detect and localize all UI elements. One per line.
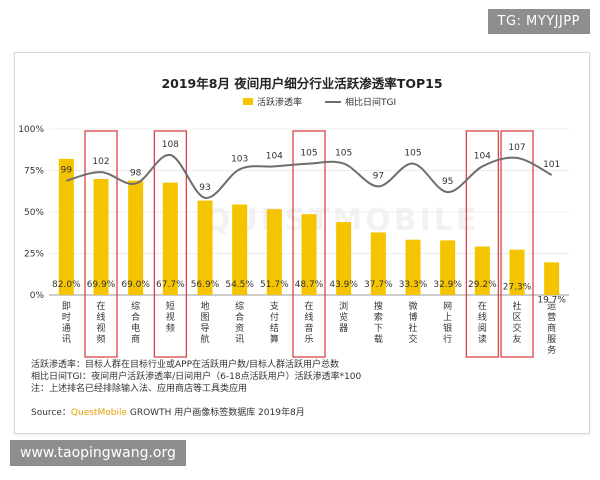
note-line: 活跃渗透率：目标人群在目标行业或APP在活跃用户数/目标人群活跃用户总数 (31, 360, 340, 370)
bar-data-label: 48.7% (295, 280, 324, 290)
legend-swatch-bar (243, 98, 253, 105)
tgi-data-label: 104 (266, 151, 283, 161)
tg-watermark: TG: MYYJJPP (487, 9, 590, 34)
note-line: 相比日间TGI：夜间用户活跃渗透率/日间用户（6-18点活跃用户）活跃渗透率*1… (31, 372, 362, 382)
tgi-data-label: 101 (543, 160, 560, 170)
bar-综合电商 (128, 180, 144, 295)
tgi-data-label: 102 (92, 157, 109, 167)
bar-运营商服务 (544, 262, 560, 295)
tgi-data-label: 105 (300, 149, 317, 159)
tgi-data-label: 99 (61, 166, 73, 176)
legend-label-bar: 活跃渗透率 (257, 96, 302, 108)
highlight-box-短视频 (153, 130, 187, 358)
x-tick-label: 在线视频 (96, 300, 105, 345)
tgi-data-label: 108 (162, 140, 179, 150)
x-tick-label: 支付结算 (270, 300, 279, 345)
x-tick-label: 综合电商 (131, 300, 140, 345)
x-tick-label: 地图导航 (200, 300, 209, 345)
bar-支付结算 (266, 209, 282, 295)
bar-data-label: 32.9% (433, 280, 462, 290)
y-tick-label: 25% (24, 250, 44, 260)
bar-data-label: 19.7% (537, 295, 566, 305)
site-watermark: www.taopingwang.org (10, 440, 186, 466)
tgi-data-label: 97 (373, 171, 384, 181)
bar-微博社交 (405, 239, 421, 295)
y-tick-label: 75% (24, 167, 44, 177)
bar-在线音乐 (301, 214, 317, 295)
note-line: 注：上述排名已经排除输入法、应用商店等工具类应用 (31, 384, 248, 394)
bar-data-label: 54.5% (225, 280, 254, 290)
tgi-data-label: 104 (474, 151, 491, 161)
x-tick-label: 搜索下载 (374, 300, 383, 345)
chart-title: 2019年8月 夜间用户细分行业活跃渗透率TOP15 (161, 76, 443, 91)
tgi-data-label: 105 (404, 149, 421, 159)
chart-notes: 活跃渗透率：目标人群在目标行业或APP在活跃用户数/目标人群活跃用户总数 相比日… (31, 359, 581, 395)
y-tick-label: 100% (18, 125, 44, 135)
highlight-box-在线视频 (84, 130, 118, 358)
tgi-line (66, 153, 553, 199)
bar-data-label: 33.3% (399, 280, 428, 290)
tgi-data-label: 103 (231, 154, 248, 164)
highlight-box-社区交友 (500, 130, 534, 358)
x-tick-label: 运营商服务 (547, 301, 556, 356)
x-tick-label: 社区交友 (512, 300, 521, 345)
x-tick-label: 微博社交 (408, 300, 417, 345)
legend-label-line: 相比日间TGI (345, 96, 396, 108)
chart-card: QUESTMOBILE 2019年8月 夜间用户细分行业活跃渗透率TOP15 活… (14, 52, 590, 434)
x-tick-label: 在线音乐 (304, 300, 313, 345)
chart-source: Source：QuestMobile GROWTH 用户画像标签数据库 2019… (31, 405, 305, 418)
tgi-data-label: 98 (130, 169, 142, 179)
x-tick-label: 综合资讯 (235, 300, 244, 345)
x-tick-label: 浏览器 (339, 300, 348, 334)
bar-即时通讯 (58, 158, 74, 295)
bar-在线视频 (93, 178, 109, 295)
source-prefix: Source： (31, 408, 71, 418)
bar-搜索下载 (370, 232, 386, 295)
bar-data-label: 69.9% (87, 280, 116, 290)
bar-在线阅读 (474, 246, 490, 295)
bar-data-label: 27.3% (503, 283, 532, 293)
x-tick-label: 短视频 (166, 300, 175, 334)
bar-data-label: 56.9% (191, 280, 220, 290)
bar-data-label: 37.7% (364, 280, 393, 290)
y-tick-label: 0% (30, 291, 45, 301)
bar-浏览器 (336, 222, 352, 295)
x-tick-label: 在线阅读 (478, 300, 487, 345)
tgi-data-label: 105 (335, 149, 352, 159)
bar-综合资讯 (232, 204, 248, 295)
highlight-box-在线音乐 (292, 130, 326, 358)
source-brand: QuestMobile (70, 408, 127, 418)
source-rest: GROWTH 用户画像标签数据库 2019年8月 (127, 408, 305, 418)
bar-data-label: 67.7% (156, 280, 185, 290)
tgi-data-label: 93 (199, 183, 210, 193)
bar-data-label: 29.2% (468, 280, 497, 290)
chart-svg: 活跃渗透率 相比日间TGI 0% 25% 50% 75% 100% 99 102 98 108 93 1… (18, 96, 569, 358)
bar-社区交友 (509, 249, 525, 295)
bar-网上银行 (440, 240, 456, 295)
bar-地图导航 (197, 200, 213, 295)
x-tick-label: 即时通讯 (62, 301, 71, 345)
bar-data-label: 82.0% (52, 280, 81, 290)
bar-data-label: 51.7% (260, 280, 289, 290)
x-tick-label: 网上银行 (443, 301, 452, 345)
bar-data-label: 43.9% (329, 280, 358, 290)
bar-短视频 (162, 182, 178, 295)
y-tick-label: 50% (24, 208, 44, 218)
tgi-data-label: 107 (508, 143, 525, 153)
tgi-data-label: 95 (442, 177, 453, 187)
highlight-box-在线阅读 (465, 130, 499, 358)
bar-data-label: 69.0% (121, 280, 150, 290)
